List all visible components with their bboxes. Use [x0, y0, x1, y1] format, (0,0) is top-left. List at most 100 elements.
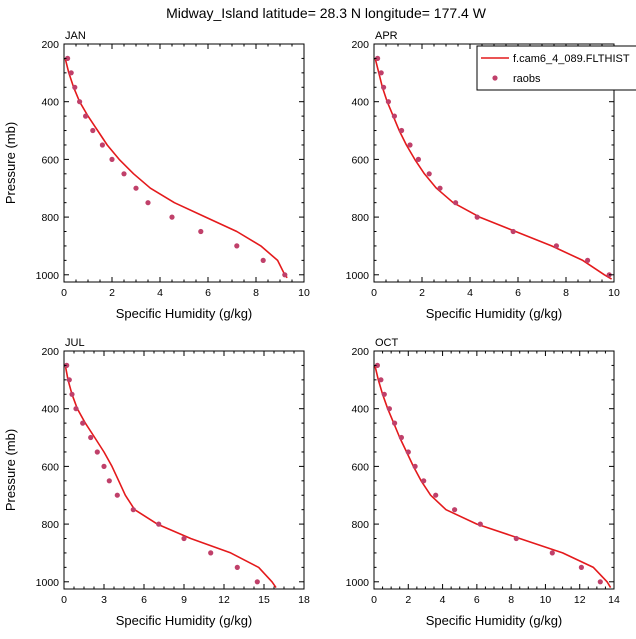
- raobs-point: [386, 406, 392, 412]
- x-tick-label: 10: [540, 594, 552, 606]
- raobs-point: [412, 463, 418, 469]
- raobs-point: [426, 171, 432, 177]
- raobs-point: [65, 55, 71, 62]
- x-tick-label: 6: [515, 287, 521, 299]
- y-tick-label: 400: [41, 97, 59, 109]
- x-axis-label: Specific Humidity (g/kg): [426, 613, 563, 628]
- x-tick-label: 4: [440, 594, 446, 606]
- raobs-point: [385, 99, 391, 105]
- y-tick-label: 1000: [346, 270, 370, 282]
- raobs-point: [198, 228, 204, 235]
- y-tick-label: 400: [351, 97, 369, 109]
- raobs-point: [254, 579, 260, 585]
- y-tick-label: 1000: [346, 577, 370, 589]
- x-tick-label: 15: [258, 594, 270, 606]
- raobs-point: [181, 535, 187, 542]
- model-line: [374, 365, 612, 589]
- x-axis-label: Specific Humidity (g/kg): [426, 306, 563, 321]
- raobs-point: [597, 579, 603, 585]
- raobs-point: [477, 521, 483, 527]
- x-tick-label: 4: [467, 287, 473, 299]
- raobs-point: [405, 449, 411, 455]
- model-line: [64, 365, 277, 589]
- x-tick-label: 10: [298, 287, 310, 299]
- raobs-point: [145, 200, 151, 206]
- raobs-point: [208, 550, 214, 556]
- raobs-point: [578, 564, 585, 571]
- y-axis-label: Pressure (mb): [3, 429, 18, 511]
- y-axis-label: Pressure (mb): [3, 122, 18, 204]
- raobs-point: [66, 377, 72, 383]
- raobs-point: [234, 243, 240, 249]
- legend-label-raobs: raobs: [513, 73, 541, 85]
- raobs-point: [421, 478, 427, 484]
- panel-title: JAN: [65, 30, 86, 42]
- raobs-point: [99, 142, 105, 148]
- raobs-point: [64, 362, 70, 368]
- x-tick-label: 6: [205, 287, 211, 299]
- raobs-point: [391, 113, 397, 119]
- x-tick-label: 8: [253, 287, 259, 299]
- raobs-point: [106, 478, 112, 484]
- raobs-point: [77, 99, 83, 105]
- x-tick-label: 14: [608, 594, 620, 606]
- x-tick-label: 2: [109, 287, 115, 299]
- figure-title: Midway_Island latitude= 28.3 N longitude…: [166, 5, 487, 21]
- plot-frame: [373, 350, 615, 590]
- y-tick-label: 600: [351, 154, 369, 166]
- y-tick-label: 200: [351, 346, 369, 358]
- x-tick-label: 0: [371, 287, 377, 299]
- x-tick-label: 2: [419, 287, 425, 299]
- x-tick-label: 0: [371, 594, 377, 606]
- y-tick-label: 800: [41, 519, 59, 531]
- raobs-point: [453, 200, 459, 206]
- raobs-point: [433, 492, 439, 498]
- raobs-point: [452, 507, 458, 513]
- x-tick-label: 18: [298, 594, 310, 606]
- legend-marker-swatch: [492, 75, 498, 81]
- raobs-point: [73, 406, 79, 412]
- y-tick-label: 600: [351, 461, 369, 473]
- raobs-point: [72, 84, 78, 90]
- y-tick-label: 200: [351, 39, 369, 51]
- raobs-point: [68, 70, 74, 76]
- x-tick-label: 6: [474, 594, 480, 606]
- panel-jan: JAN 0 2 4 6 8 10 200 400 600 800 1000 Specific Humid…: [3, 30, 310, 321]
- raobs-point: [474, 214, 480, 220]
- x-axis-label: Specific Humidity (g/kg): [116, 613, 253, 628]
- raobs-point: [407, 142, 413, 148]
- raobs-point: [88, 434, 94, 441]
- y-tick-label: 600: [41, 154, 59, 166]
- panel-title: OCT: [375, 337, 399, 349]
- raobs-point: [90, 127, 96, 134]
- raobs-point: [133, 185, 139, 191]
- raobs-point: [130, 507, 136, 513]
- raobs-point: [80, 420, 86, 426]
- model-line: [64, 58, 288, 279]
- y-tick-label: 400: [351, 404, 369, 416]
- x-tick-label: 0: [61, 594, 67, 606]
- x-tick-label: 12: [574, 594, 586, 606]
- plot-frame: [63, 350, 305, 590]
- panel-title: JUL: [65, 337, 85, 349]
- y-tick-label: 200: [41, 39, 59, 51]
- model-line: [374, 58, 613, 280]
- x-tick-label: 12: [218, 594, 230, 606]
- raobs-point: [94, 449, 100, 455]
- raobs-point: [374, 362, 380, 368]
- raobs-point: [378, 377, 384, 383]
- x-tick-label: 10: [608, 287, 620, 299]
- y-tick-label: 200: [41, 346, 59, 358]
- raobs-point: [114, 492, 120, 498]
- x-tick-label: 8: [563, 287, 569, 299]
- y-tick-label: 1000: [36, 270, 60, 282]
- raobs-point: [375, 55, 381, 62]
- raobs-point: [415, 156, 421, 162]
- raobs-point: [399, 127, 405, 134]
- x-tick-label: 2: [405, 594, 411, 606]
- panel-apr: APR 0 2 4 6 8 10 200 400 600 800 1000 Specific Humid…: [346, 30, 620, 321]
- raobs-point: [381, 84, 387, 90]
- x-tick-label: 4: [157, 287, 163, 299]
